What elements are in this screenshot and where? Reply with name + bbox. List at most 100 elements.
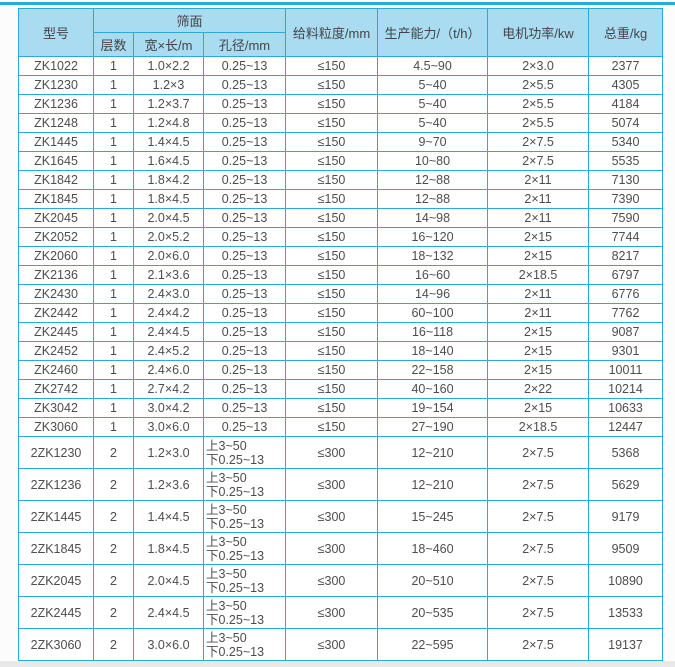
cell-layers: 1 [93, 132, 134, 152]
cell-aperture: 0.25~13 [202, 398, 287, 418]
cell-model: ZK2060 [18, 246, 94, 266]
cell-layers: 1 [93, 75, 134, 95]
table-header: 型号 筛面 给料粒度/mm 生产能力/（t/h） 电机功率/kw 总重/kg 层… [18, 8, 664, 57]
cell-capacity: 16~120 [377, 227, 489, 247]
cell-capacity: 10~80 [377, 151, 489, 171]
cell-layers: 2 [93, 628, 134, 661]
cell-layers: 1 [93, 303, 134, 323]
cell-aperture: 上3~50 下0.25~13 [202, 500, 287, 533]
cell-capacity: 18~140 [377, 341, 489, 361]
cell-power: 2×22 [487, 379, 590, 399]
cell-weight: 5074 [588, 113, 664, 133]
bottom-strip [0, 661, 675, 667]
cell-feed: ≤150 [285, 341, 379, 361]
cell-aperture: 0.25~13 [202, 360, 287, 380]
table-row: ZK2452 1 2.4×5.2 0.25~13 ≤150 18~140 2×15 9301 [18, 341, 664, 361]
cell-capacity: 12~210 [377, 468, 489, 501]
cell-feed: ≤150 [285, 189, 379, 209]
cell-power: 2×11 [487, 284, 590, 304]
cell-model: ZK1022 [18, 56, 94, 76]
cell-feed: ≤150 [285, 322, 379, 342]
header-row-1: 型号 筛面 给料粒度/mm 生产能力/（t/h） 电机功率/kw 总重/kg [18, 8, 664, 57]
cell-feed: ≤300 [285, 468, 379, 501]
cell-layers: 1 [93, 284, 134, 304]
header-weight: 总重/kg [588, 8, 664, 57]
cell-layers: 1 [93, 56, 134, 76]
cell-size: 2.0×4.5 [133, 564, 204, 597]
cell-model: ZK1842 [18, 170, 94, 190]
cell-capacity: 4.5~90 [377, 56, 489, 76]
cell-feed: ≤150 [285, 132, 379, 152]
cell-feed: ≤150 [285, 94, 379, 114]
cell-power: 2×7.5 [487, 132, 590, 152]
cell-weight: 13533 [588, 596, 664, 629]
cell-aperture: 0.25~13 [202, 246, 287, 266]
cell-layers: 1 [93, 322, 134, 342]
cell-size: 2.1×3.6 [133, 265, 204, 285]
cell-model: ZK2052 [18, 227, 94, 247]
cell-weight: 5340 [588, 132, 664, 152]
cell-aperture: 0.25~13 [202, 265, 287, 285]
cell-power: 2×15 [487, 360, 590, 380]
cell-feed: ≤300 [285, 628, 379, 661]
cell-capacity: 14~96 [377, 284, 489, 304]
cell-feed: ≤150 [285, 75, 379, 95]
cell-model: ZK3042 [18, 398, 94, 418]
cell-size: 3.0×4.2 [133, 398, 204, 418]
cell-size: 2.4×4.5 [133, 322, 204, 342]
cell-capacity: 22~158 [377, 360, 489, 380]
cell-weight: 6776 [588, 284, 664, 304]
cell-weight: 2377 [588, 56, 664, 76]
cell-layers: 2 [93, 596, 134, 629]
cell-power: 2×7.5 [487, 596, 590, 629]
cell-power: 2×7.5 [487, 500, 590, 533]
cell-capacity: 5~40 [377, 113, 489, 133]
header-row-2: 层数 宽×长/m 孔径/mm [19, 32, 663, 57]
cell-layers: 1 [93, 113, 134, 133]
cell-model: 2ZK1845 [18, 532, 94, 565]
cell-feed: ≤300 [285, 596, 379, 629]
header-aperture: 孔径/mm [202, 32, 287, 57]
cell-model: ZK1230 [18, 75, 94, 95]
cell-model: ZK2430 [18, 284, 94, 304]
table-body: ZK1022 1 1.0×2.2 0.25~13 ≤150 4.5~90 2×3.0 2377… [18, 56, 664, 661]
cell-model: 2ZK1445 [18, 500, 94, 533]
table-row: 2ZK1230 2 1.2×3.0 上3~50 下0.25~13 ≤300 12~210 2… [18, 436, 664, 469]
cell-layers: 2 [93, 468, 134, 501]
cell-size: 1.6×4.5 [133, 151, 204, 171]
cell-model: ZK1645 [18, 151, 94, 171]
table-row: ZK1842 1 1.8×4.2 0.25~13 ≤150 12~88 2×11 7130 [18, 170, 664, 190]
cell-size: 2.4×4.5 [133, 596, 204, 629]
cell-aperture: 0.25~13 [202, 303, 287, 323]
cell-power: 2×15 [487, 322, 590, 342]
header-size: 宽×长/m [133, 32, 204, 57]
cell-aperture: 0.25~13 [202, 322, 287, 342]
top-accent-line [0, 2, 675, 5]
cell-size: 2.0×6.0 [133, 246, 204, 266]
cell-capacity: 18~132 [377, 246, 489, 266]
cell-model: ZK2742 [18, 379, 94, 399]
cell-feed: ≤150 [285, 379, 379, 399]
cell-model: 2ZK2445 [18, 596, 94, 629]
cell-model: ZK2445 [18, 322, 94, 342]
cell-size: 1.2×3.0 [133, 436, 204, 469]
cell-layers: 1 [93, 94, 134, 114]
cell-aperture: 上3~50 下0.25~13 [202, 596, 287, 629]
cell-feed: ≤300 [285, 500, 379, 533]
cell-aperture: 上3~50 下0.25~13 [202, 564, 287, 597]
cell-layers: 1 [93, 189, 134, 209]
table-row: ZK2430 1 2.4×3.0 0.25~13 ≤150 14~96 2×11 6776 [18, 284, 664, 304]
cell-weight: 7590 [588, 208, 664, 228]
cell-size: 2.7×4.2 [133, 379, 204, 399]
cell-model: ZK2460 [18, 360, 94, 380]
cell-weight: 9509 [588, 532, 664, 565]
cell-weight: 9179 [588, 500, 664, 533]
cell-feed: ≤300 [285, 564, 379, 597]
cell-feed: ≤150 [285, 113, 379, 133]
cell-feed: ≤150 [285, 398, 379, 418]
cell-weight: 6797 [588, 265, 664, 285]
cell-capacity: 12~88 [377, 189, 489, 209]
header-power: 电机功率/kw [487, 8, 590, 57]
table-row: ZK2460 1 2.4×6.0 0.25~13 ≤150 22~158 2×15 10011 [18, 360, 664, 380]
cell-capacity: 19~154 [377, 398, 489, 418]
